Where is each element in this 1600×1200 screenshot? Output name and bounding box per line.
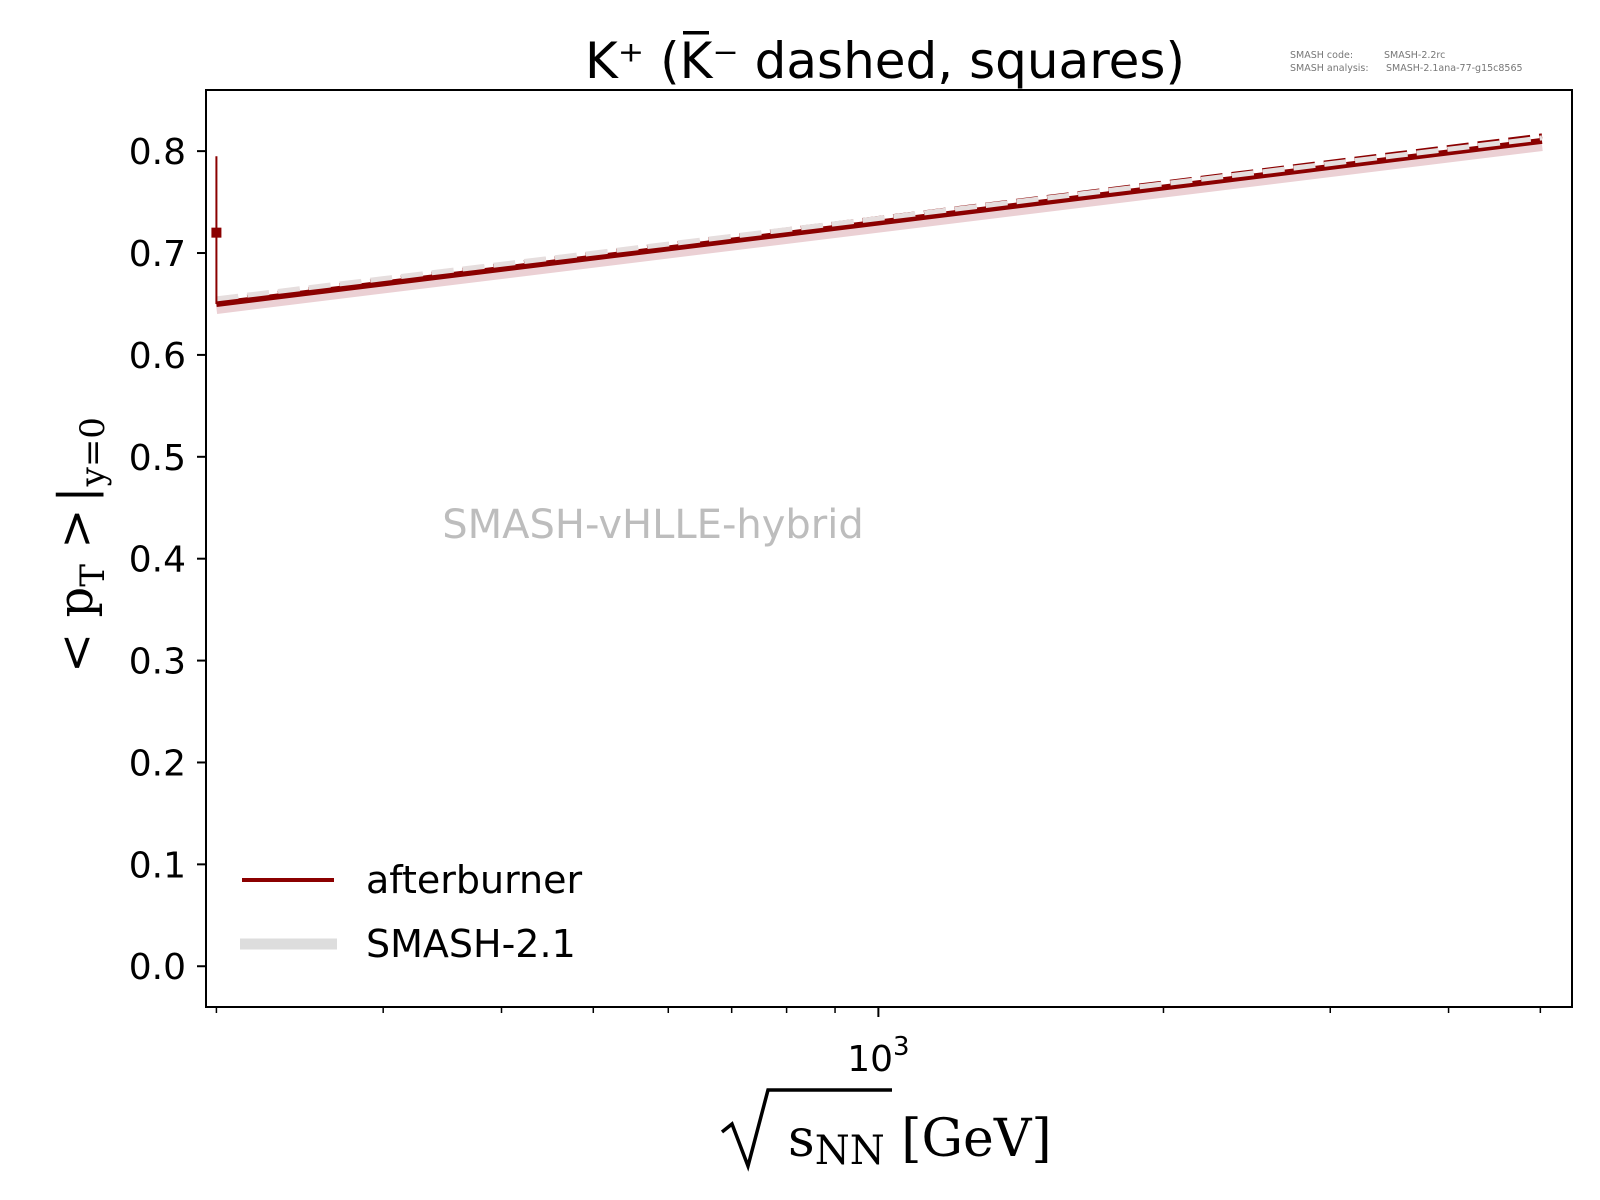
smash-code-label: SMASH code:: [1290, 50, 1353, 61]
x-tick-label-0: 103: [847, 1032, 909, 1080]
data-point-0: [211, 227, 222, 238]
x-axis-label-unit: [GeV]: [885, 1109, 1052, 1169]
chart-title: K⁺ (K̅⁻ dashed, squares): [585, 31, 1185, 90]
x-axis-ticks: 103: [215, 1007, 1542, 1080]
legend: afterburner SMASH-2.1: [240, 858, 583, 966]
y-tick-label-4: 0.4: [129, 540, 186, 581]
y-axis-ticks: 0.0 0.1 0.2 0.3 0.4 0.5 0.6 0.7 0.8: [129, 132, 206, 988]
y-tick-label-0: 0.0: [129, 947, 186, 988]
smash-analysis-value: SMASH-2.1ana-77-g15c8565: [1386, 63, 1523, 74]
smash-analysis-label: SMASH analysis:: [1290, 63, 1369, 74]
plot-frame: [205, 89, 1573, 1008]
sqrt-sign: [720, 1088, 892, 1172]
y-axis-label: < pT >|y=0: [48, 417, 113, 673]
y-tick-label-2: 0.2: [129, 743, 186, 784]
smash-code-value: SMASH-2.2rc: [1384, 50, 1445, 61]
y-tick-label-7: 0.7: [129, 234, 186, 275]
series-line-3: [216, 135, 1543, 302]
legend-label-afterburner: afterburner: [366, 858, 583, 902]
y-tick-label-5: 0.5: [129, 438, 186, 479]
legend-label-smash: SMASH-2.1: [366, 922, 576, 966]
x-axis-label-sub: NN: [815, 1128, 885, 1174]
x-axis-label-s: s: [788, 1109, 815, 1169]
version-info: SMASH code: SMASH-2.2rc SMASH analysis: …: [1290, 50, 1523, 74]
y-tick-label-1: 0.1: [129, 845, 186, 886]
y-tick-label-8: 0.8: [129, 132, 186, 173]
svg-text:sNN [GeV]: sNN [GeV]: [788, 1109, 1052, 1174]
plot-layer: [211, 133, 1543, 314]
x-axis-label: sNN [GeV]: [720, 1088, 1052, 1174]
series-line-0: [216, 137, 1543, 307]
y-tick-label-3: 0.3: [129, 642, 186, 683]
watermark: SMASH-vHLLE-hybrid: [442, 502, 863, 548]
series-line-2: [215, 139, 1543, 314]
y-tick-label-6: 0.6: [129, 336, 186, 377]
